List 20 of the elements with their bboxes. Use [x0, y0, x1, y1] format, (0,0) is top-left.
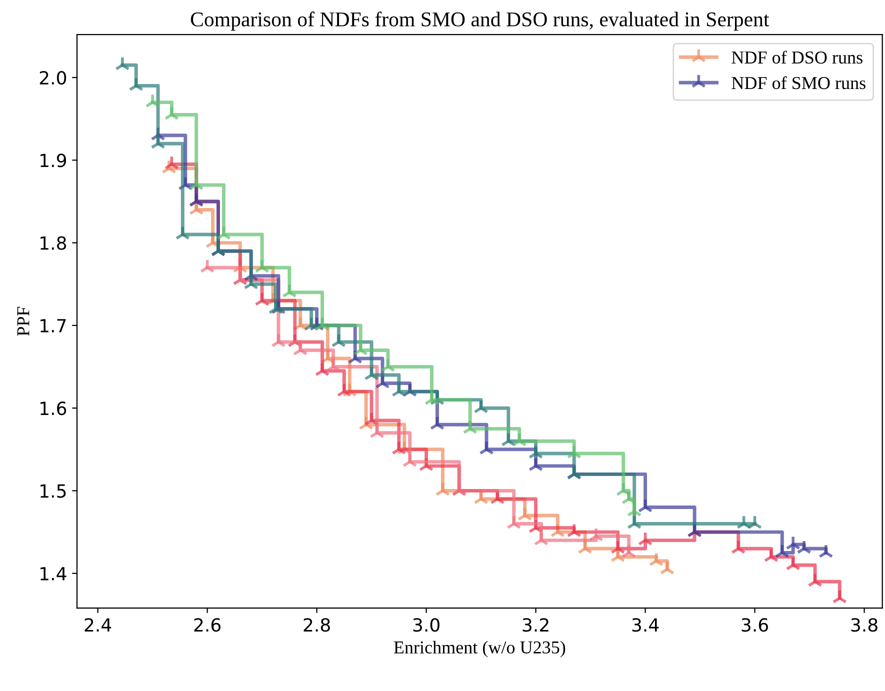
x-tick-label: 3.6	[742, 618, 768, 632]
y-tick-label: 1.9	[40, 154, 66, 168]
y-tick-label: 1.5	[40, 484, 66, 498]
x-tick-label: 2.4	[84, 618, 112, 632]
y-axis-title: PPF	[17, 306, 30, 336]
y-tick-label: 1.7	[40, 319, 66, 332]
x-tick-label: 3.0	[413, 618, 440, 632]
x-tick-label: 2.8	[304, 618, 330, 632]
y-tick-label: 1.8	[40, 236, 66, 250]
x-tick-label: 3.4	[632, 618, 659, 632]
chart-title: Comparison of NDFs from SMO and DSO runs, evaluated in Serpent	[190, 12, 770, 31]
x-axis-title: Enrichment (w/o U235)	[394, 640, 566, 658]
y-tick-label: 1.6	[40, 402, 66, 416]
y-tick-label: 1.4	[40, 567, 66, 580]
y-tick-label: 2.0	[40, 70, 66, 85]
legend-label: NDF of DSO runs	[732, 50, 862, 64]
x-tick-label: 3.2	[522, 618, 548, 632]
x-tick-label: 2.6	[194, 618, 221, 632]
x-tick-label: 3.8	[851, 618, 878, 632]
legend-label: NDF of SMO runs	[732, 76, 866, 90]
